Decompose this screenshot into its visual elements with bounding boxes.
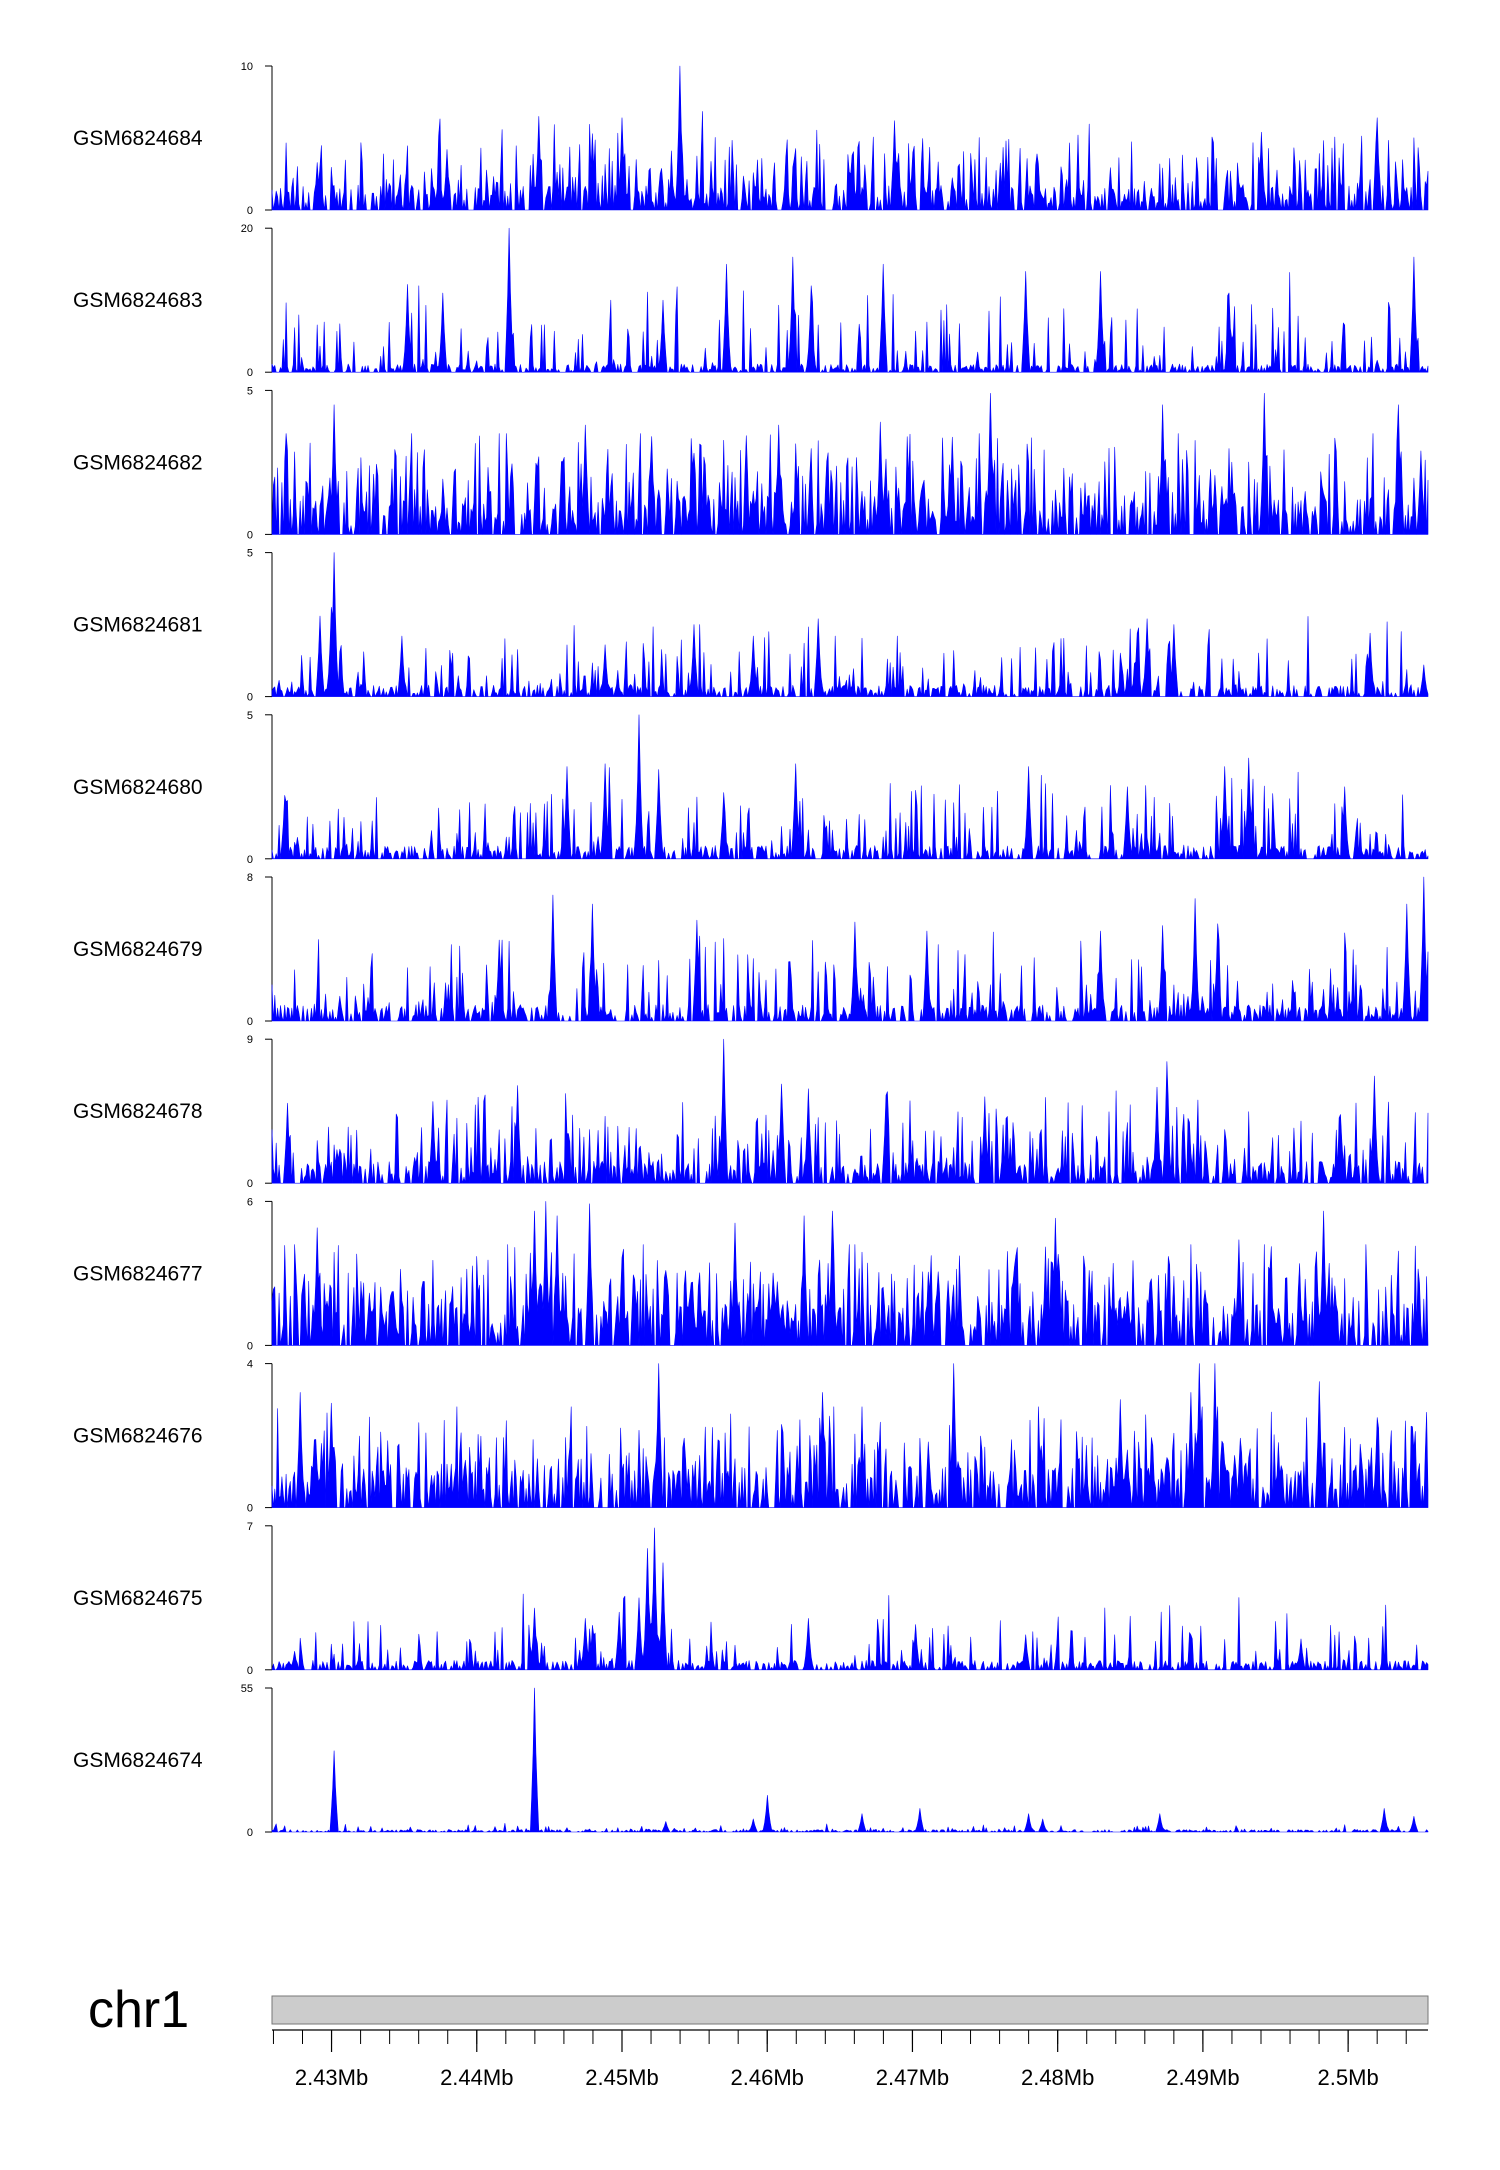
signal-area bbox=[271, 1363, 1429, 1508]
position-tick-label: 2.44Mb bbox=[440, 2065, 513, 2090]
track-GSM6824683: GSM6824683 20 0 bbox=[73, 223, 1429, 379]
track-label: GSM6824678 bbox=[73, 1100, 203, 1123]
genome-axis: chr1 2.43Mb 2.44Mb 2.45Mb 2.46Mb 2.47Mb 2.48M… bbox=[88, 1981, 1429, 2090]
y-max-label: 20 bbox=[241, 223, 253, 235]
track-label: GSM6824675 bbox=[73, 1587, 203, 1610]
track-label: GSM6824681 bbox=[73, 614, 203, 637]
signal-area bbox=[271, 1038, 1429, 1184]
signal-area bbox=[271, 1527, 1429, 1671]
track-label: GSM6824680 bbox=[73, 776, 203, 799]
y-max-label: 8 bbox=[247, 872, 253, 884]
y-zero-label: 0 bbox=[247, 1016, 253, 1028]
position-tick-label: 2.47Mb bbox=[876, 2065, 949, 2090]
y-max-label: 5 bbox=[247, 710, 253, 722]
position-tick-label: 2.5Mb bbox=[1318, 2065, 1379, 2090]
position-ticks: 2.43Mb 2.44Mb 2.45Mb 2.46Mb 2.47Mb 2.48Mb 2.49… bbox=[272, 2030, 1407, 2090]
y-zero-label: 0 bbox=[247, 1827, 253, 1839]
track-GSM6824678: GSM6824678 9 0 bbox=[73, 1034, 1429, 1190]
position-tick-label: 2.46Mb bbox=[731, 2065, 804, 2090]
y-zero-label: 0 bbox=[247, 1340, 253, 1352]
y-max-label: 10 bbox=[241, 61, 253, 73]
chromosome-label: chr1 bbox=[88, 1981, 189, 2039]
track-label: GSM6824679 bbox=[73, 938, 203, 961]
track-GSM6824682: GSM6824682 5 0 bbox=[73, 385, 1429, 541]
track-GSM6824674: GSM6824674 55 0 bbox=[73, 1683, 1429, 1839]
position-tick-label: 2.48Mb bbox=[1021, 2065, 1094, 2090]
y-max-label: 55 bbox=[241, 1683, 253, 1695]
y-zero-label: 0 bbox=[247, 1178, 253, 1190]
y-max-label: 9 bbox=[247, 1034, 253, 1046]
track-label: GSM6824683 bbox=[73, 289, 203, 312]
position-tick-label: 2.45Mb bbox=[585, 2065, 658, 2090]
y-max-label: 7 bbox=[247, 1521, 253, 1533]
track-GSM6824684: GSM6824684 10 0 bbox=[73, 61, 1429, 217]
y-zero-label: 0 bbox=[247, 1503, 253, 1515]
track-GSM6824680: GSM6824680 5 0 bbox=[73, 710, 1429, 866]
track-GSM6824676: GSM6824676 4 0 bbox=[73, 1359, 1429, 1515]
track-GSM6824679: GSM6824679 8 0 bbox=[73, 872, 1429, 1028]
track-label: GSM6824684 bbox=[73, 127, 203, 150]
track-GSM6824675: GSM6824675 7 0 bbox=[73, 1521, 1429, 1677]
signal-area bbox=[271, 65, 1429, 211]
y-zero-label: 0 bbox=[247, 367, 253, 379]
y-zero-label: 0 bbox=[247, 1665, 253, 1677]
chromosome-ideogram-bar bbox=[271, 1995, 1429, 2025]
signal-area bbox=[271, 227, 1429, 373]
track-label: GSM6824676 bbox=[73, 1425, 203, 1448]
track-label: GSM6824677 bbox=[73, 1262, 203, 1285]
y-zero-label: 0 bbox=[247, 205, 253, 217]
y-max-label: 4 bbox=[247, 1359, 253, 1371]
y-max-label: 5 bbox=[247, 548, 253, 560]
signal-area bbox=[271, 1201, 1429, 1346]
y-zero-label: 0 bbox=[247, 854, 253, 866]
signal-tracks: GSM6824684100GSM6824683200GSM682468250GS… bbox=[73, 61, 1429, 1839]
signal-area bbox=[271, 393, 1429, 535]
signal-area bbox=[271, 1687, 1429, 1833]
y-zero-label: 0 bbox=[247, 692, 253, 704]
y-max-label: 5 bbox=[247, 385, 253, 397]
signal-area bbox=[271, 552, 1429, 697]
position-tick-label: 2.49Mb bbox=[1166, 2065, 1239, 2090]
y-zero-label: 0 bbox=[247, 529, 253, 541]
y-max-label: 6 bbox=[247, 1196, 253, 1208]
track-GSM6824677: GSM6824677 6 0 bbox=[73, 1196, 1429, 1352]
track-label: GSM6824682 bbox=[73, 451, 203, 474]
position-tick-label: 2.43Mb bbox=[295, 2065, 368, 2090]
signal-area bbox=[271, 876, 1429, 1022]
signal-area bbox=[271, 714, 1429, 860]
track-label: GSM6824674 bbox=[73, 1749, 203, 1772]
track-GSM6824681: GSM6824681 5 0 bbox=[73, 548, 1429, 704]
